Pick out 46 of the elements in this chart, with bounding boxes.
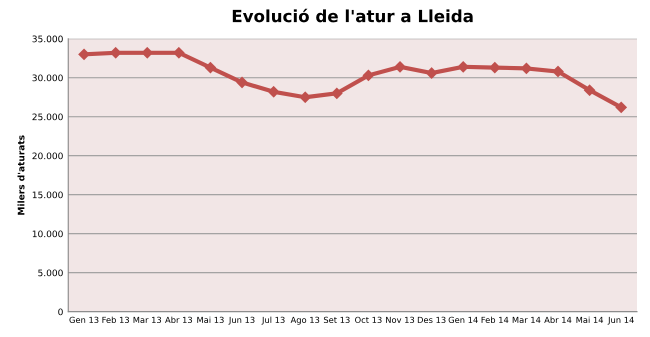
- point: [110, 47, 122, 58]
- y-axis-title: Milers d'aturats: [18, 135, 24, 215]
- x-tick-label: Des 13: [418, 316, 446, 324]
- point: [584, 84, 596, 96]
- y-tick-label: 15.000: [32, 191, 63, 198]
- x-tick-label: Jun 13: [228, 316, 255, 325]
- point: [520, 62, 532, 74]
- x-tick-label: Jul 13: [262, 316, 285, 325]
- y-tick-label: 20.000: [32, 152, 63, 160]
- x-tick-label: Mar 13: [134, 316, 162, 324]
- x-tick-label: Mai 14: [576, 316, 604, 324]
- y-tick-label: 10.000: [32, 230, 63, 238]
- point: [616, 102, 627, 113]
- y-tick-label: 30.000: [32, 74, 63, 82]
- x-tick-label: Abr 13: [165, 316, 192, 324]
- x-tick-label: Mai 13: [197, 316, 224, 324]
- point: [204, 62, 216, 74]
- x-tick-label: Mar 14: [512, 316, 540, 324]
- point: [268, 86, 280, 98]
- x-tick-label: Ago 13: [290, 316, 320, 325]
- x-tick-label: Feb 14: [482, 316, 508, 324]
- x-tick-label: Jun 14: [608, 316, 634, 325]
- point: [236, 76, 248, 88]
- point: [394, 61, 406, 72]
- x-tick-label: Abr 14: [544, 316, 572, 324]
- y-tick-label: 35.000: [32, 35, 63, 42]
- point: [78, 48, 90, 60]
- point: [331, 88, 342, 99]
- x-tick-label: Feb 13: [102, 316, 129, 324]
- point: [362, 70, 374, 82]
- point: [489, 62, 500, 74]
- x-tick-label: Gen 13: [69, 316, 98, 324]
- point: [552, 66, 564, 78]
- point: [142, 47, 153, 58]
- x-tick-label: Set 13: [324, 316, 350, 324]
- point: [300, 92, 311, 103]
- y-tick-label: 25.000: [32, 113, 63, 120]
- chart-title: Evolució de l'atur a Lleida: [232, 8, 473, 22]
- y-tick-label: 5.000: [38, 269, 63, 276]
- y-tick-label: 0: [58, 308, 63, 316]
- x-tick-label: Gen 14: [448, 316, 478, 324]
- point: [173, 47, 184, 58]
- point: [458, 61, 469, 72]
- x-tick-label: Oct 13: [355, 316, 382, 324]
- x-tick-label: Nov 13: [386, 316, 414, 324]
- point: [426, 67, 438, 79]
